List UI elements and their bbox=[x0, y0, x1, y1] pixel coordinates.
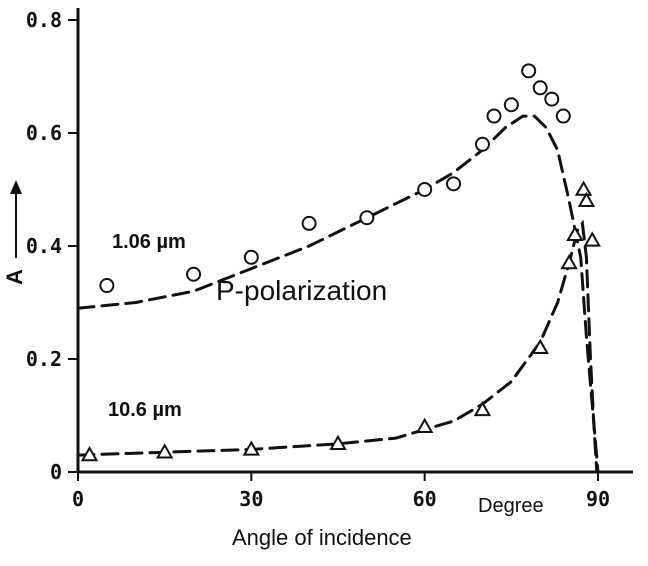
data-point-triangle bbox=[574, 180, 593, 196]
fit-curve-series-2 bbox=[76, 219, 599, 474]
y-axis-arrow bbox=[10, 180, 22, 258]
data-point-triangle bbox=[415, 417, 434, 434]
y-axis-title: A bbox=[2, 269, 27, 285]
series-label-2: 10.6 µm bbox=[108, 399, 182, 421]
y-tick-label: 0.8 bbox=[26, 8, 62, 32]
data-point-triangle bbox=[329, 434, 347, 450]
data-point-circle bbox=[503, 97, 519, 113]
data-point-circle bbox=[544, 91, 560, 107]
y-tick-label: 0.4 bbox=[26, 234, 62, 258]
data-point-circle bbox=[521, 63, 537, 79]
fit-curves bbox=[76, 114, 600, 474]
x-tick-label: 30 bbox=[239, 487, 263, 511]
data-point-triangle bbox=[577, 191, 596, 208]
axis-ticks: 0 0.2 0.4 0.6 0.8 0 30 60 90 bbox=[26, 8, 610, 511]
data-point-circle bbox=[446, 176, 462, 192]
data-point-circle bbox=[417, 182, 433, 197]
y-tick-label: 0.2 bbox=[26, 347, 62, 371]
data-point-triangle bbox=[566, 225, 584, 241]
data-point-triangle bbox=[242, 440, 261, 456]
x-tick-label: 60 bbox=[413, 487, 437, 511]
fit-curve-series-1 bbox=[76, 114, 600, 474]
x-axis-title: Angle of incidence bbox=[232, 525, 412, 550]
plot-area bbox=[76, 8, 633, 474]
data-point-triangle bbox=[583, 231, 601, 247]
data-point-circle bbox=[532, 80, 548, 96]
x-tick-label: 0 bbox=[72, 487, 84, 511]
data-point-circle bbox=[301, 215, 317, 231]
data-point-circle bbox=[486, 108, 502, 124]
data-point-triangle bbox=[155, 443, 174, 459]
data-point-circle bbox=[359, 210, 375, 226]
data-point-circle bbox=[99, 278, 115, 294]
annotation-p-polarization: P-polarization bbox=[216, 275, 387, 306]
x-unit-label: Degree bbox=[478, 495, 544, 517]
data-markers bbox=[80, 63, 601, 462]
data-point-circle bbox=[555, 108, 571, 124]
text-labels: 1.06 µm 10.6 µm P-polarization Degree An… bbox=[2, 231, 544, 550]
data-point-triangle bbox=[560, 253, 578, 270]
data-point-triangle bbox=[531, 338, 549, 354]
series-label-1: 1.06 µm bbox=[112, 231, 186, 253]
data-point-circle bbox=[186, 266, 202, 282]
data-point-triangle bbox=[473, 400, 492, 417]
data-point-circle bbox=[474, 136, 490, 152]
y-tick-label: 0.6 bbox=[26, 121, 62, 145]
data-point-triangle bbox=[80, 446, 99, 462]
x-tick-label: 90 bbox=[586, 487, 610, 511]
data-point-circle bbox=[243, 249, 259, 265]
y-tick-label: 0 bbox=[50, 460, 62, 484]
